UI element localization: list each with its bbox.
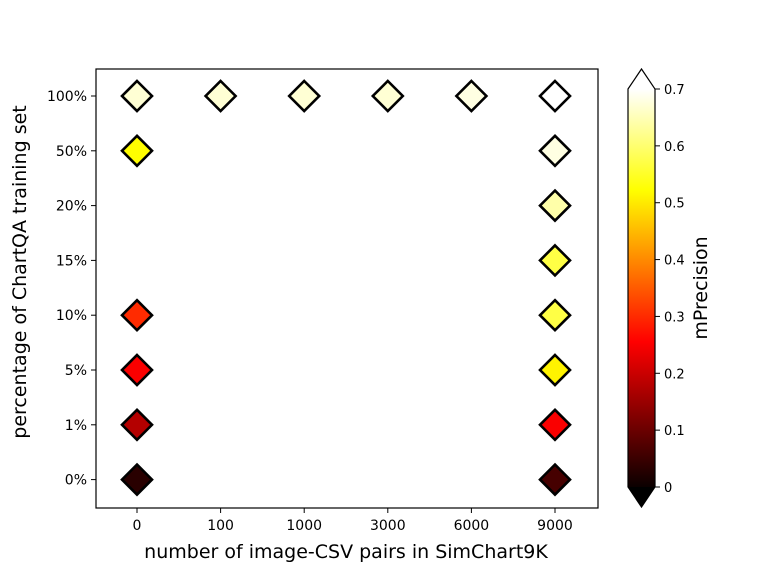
y-axis-label: percentage of ChartQA training set [9,105,31,438]
data-point [120,79,154,113]
data-point [538,462,572,497]
data-point [370,79,405,113]
colorbar-tick-label: 0.4 [664,254,685,269]
data-point [538,353,572,387]
data-point [538,188,572,223]
colorbar-tick-label: 0.3 [664,310,685,325]
data-point [538,133,572,168]
y-tick-label: 5% [65,363,87,379]
x-tick-label: 6000 [454,518,490,534]
colorbar-label: mPrecision [690,236,712,339]
y-tick-label: 15% [56,253,87,269]
data-point [120,298,154,333]
data-point [120,353,154,387]
colorbar-tick-label: 0.1 [664,424,685,439]
x-tick-label: 9000 [537,518,573,534]
colorbar: 0 0.1 0.2 0.3 0.4 0.5 0.6 0.7 [627,67,685,509]
data-point [120,133,154,168]
data-point [287,79,322,113]
colorbar-tick-label: 0 [664,481,672,496]
colorbar-gradient [628,89,655,487]
data-point [538,243,572,278]
colorbar-extend-min [628,487,655,507]
x-tick-label: 0 [133,518,142,534]
x-tick-label: 1000 [286,518,322,534]
colorbar-extend-max [628,69,655,89]
colorbar-tick-label: 0.2 [664,367,685,382]
data-point [538,298,572,333]
colorbar-tick-label: 0.6 [664,140,685,155]
x-tick-label: 3000 [370,518,406,534]
colorbar-tick-label: 0.7 [664,83,685,98]
plot-frame [95,68,599,509]
x-axis-label: number of image-CSV pairs in SimChart9K [144,541,548,563]
colorbar-tick-label: 0.5 [664,197,685,212]
data-point [538,407,572,442]
y-tick-label: 0% [65,473,87,489]
data-point [454,79,489,113]
y-tick-label: 50% [56,144,87,160]
y-tick-label: 1% [65,418,87,434]
y-tick-label: 100% [47,89,87,105]
x-tick-label: 100 [207,518,234,534]
data-point [538,79,572,113]
data-point [120,407,154,442]
data-point [120,462,154,497]
data-point [203,79,238,113]
y-tick-label: 20% [56,199,87,215]
data-points [120,79,572,497]
plot-area: 0 100 1000 3000 6000 9000 0% 1% 5% 10% 15% 20% 50% 10… [47,68,599,534]
y-tick-label: 10% [56,308,87,324]
